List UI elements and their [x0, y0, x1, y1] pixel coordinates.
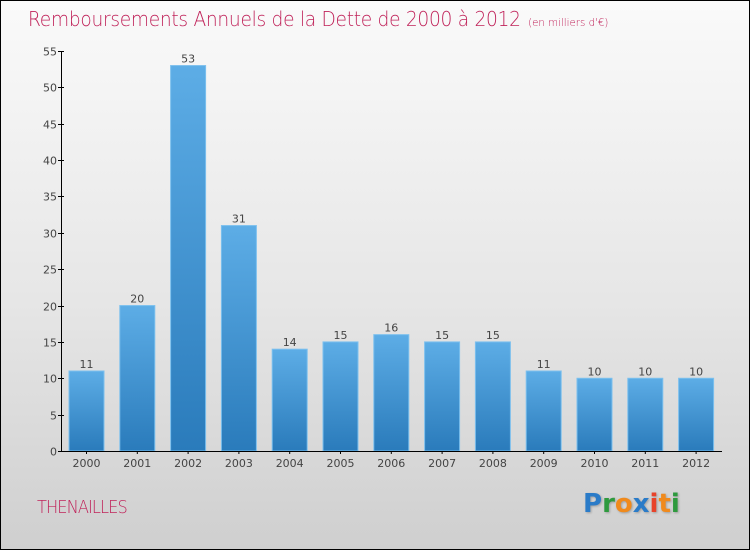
bar-2001: [119, 305, 156, 452]
bar-2005: [322, 341, 359, 452]
data-label-2009: 11: [537, 358, 551, 371]
data-label-2008: 15: [486, 329, 500, 342]
chart-title-text: Remboursements Annuels de la Dette de 20…: [28, 7, 521, 31]
y-tick-label-30: 30: [43, 228, 57, 241]
y-tick-label-35: 35: [43, 191, 57, 204]
commune-name: THENAILLES: [37, 497, 128, 518]
chart-title: Remboursements Annuels de la Dette de 20…: [28, 7, 608, 31]
bar-2003: [220, 225, 257, 452]
y-tick-label-5: 5: [50, 410, 57, 423]
y-tick-label-25: 25: [43, 264, 57, 277]
bar-2009: [525, 370, 562, 452]
x-tick-label-2007: 2007: [428, 457, 456, 470]
data-label-2002: 53: [181, 53, 195, 66]
y-tick-label-20: 20: [43, 301, 57, 314]
logo-letter: t: [658, 489, 671, 519]
data-label-2000: 11: [80, 358, 94, 371]
y-tick-label-55: 55: [43, 46, 57, 59]
axes-group: 2000 2001 2002 2003 2004 2005 2006 2007 2008 2009…: [43, 46, 722, 470]
y-tick-label-15: 15: [43, 337, 57, 350]
logo-letter: r: [602, 489, 615, 519]
x-tick-label-2001: 2001: [123, 457, 151, 470]
y-tick-label-10: 10: [43, 373, 57, 386]
bar-2006: [373, 334, 410, 452]
x-tick-label-2002: 2002: [174, 457, 202, 470]
y-tick-label-40: 40: [43, 155, 57, 168]
x-tick-label-2012: 2012: [682, 457, 710, 470]
data-label-2012: 10: [689, 365, 703, 378]
data-label-2006: 16: [384, 322, 398, 335]
data-label-2001: 20: [130, 293, 144, 306]
data-label-2005: 15: [334, 329, 348, 342]
bar-2010: [576, 377, 613, 452]
bars-group: 11 20 53 31 14 15 16 15 15 11 10 10 10: [68, 53, 715, 452]
x-tick-label-2005: 2005: [327, 457, 355, 470]
bar-2004: [271, 348, 308, 452]
x-tick-label-2004: 2004: [276, 457, 304, 470]
data-label-2004: 14: [283, 336, 297, 349]
x-tick-label-2010: 2010: [581, 457, 609, 470]
y-tick-label-45: 45: [43, 119, 57, 132]
x-tick-label-2009: 2009: [530, 457, 558, 470]
bar-2007: [424, 341, 461, 452]
chart-subtitle: (en milliers d'€): [528, 16, 609, 29]
data-label-2007: 15: [435, 329, 449, 342]
x-tick-label-2011: 2011: [631, 457, 659, 470]
logo-letter: x: [632, 489, 650, 519]
bar-2011: [627, 377, 664, 452]
bar-2008: [474, 341, 511, 452]
data-label-2003: 31: [232, 213, 246, 226]
x-tick-label-2008: 2008: [479, 457, 507, 470]
bar-2012: [678, 377, 715, 452]
x-tick-label-2000: 2000: [73, 457, 101, 470]
data-label-2010: 10: [588, 365, 602, 378]
y-tick-label-0: 0: [50, 446, 57, 459]
bar-2000: [68, 370, 105, 452]
y-tick-label-50: 50: [43, 82, 57, 95]
x-tick-label-2003: 2003: [225, 457, 253, 470]
logo-letter: i: [670, 489, 680, 519]
logo-letter: P: [583, 489, 603, 519]
proxiti-logo[interactable]: Proxiti: [583, 489, 680, 519]
logo-letter: o: [614, 489, 633, 519]
x-tick-label-2006: 2006: [377, 457, 405, 470]
bar-2002: [170, 65, 207, 452]
data-label-2011: 10: [638, 365, 652, 378]
logo-letter: i: [649, 489, 659, 519]
